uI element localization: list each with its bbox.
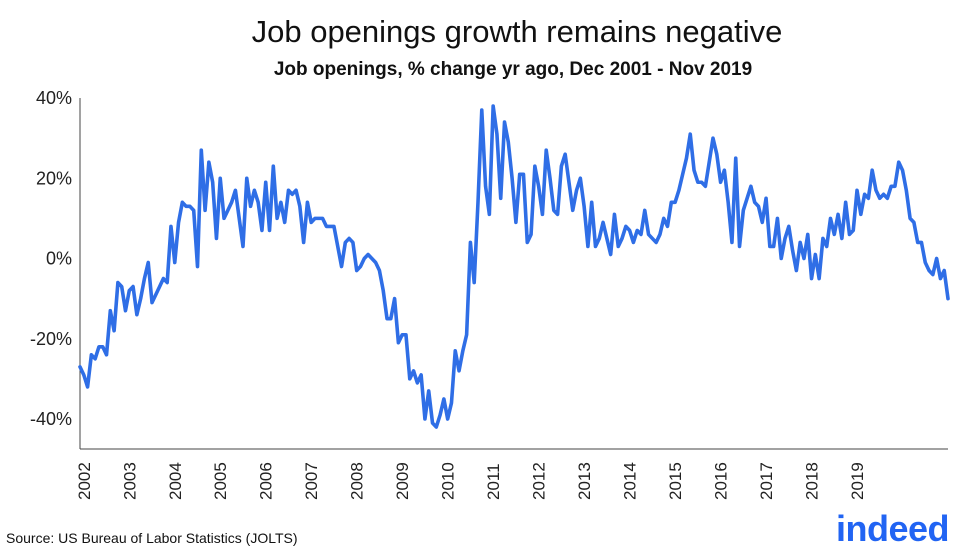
x-tick-label: 2016 bbox=[712, 462, 731, 500]
series-group bbox=[78, 104, 950, 429]
y-tick-label: 20% bbox=[36, 168, 72, 188]
x-tick-label: 2017 bbox=[757, 462, 776, 500]
y-tick-label: -20% bbox=[30, 329, 72, 349]
x-tick-label: 2011 bbox=[484, 463, 503, 500]
x-tick-label: 2012 bbox=[530, 462, 549, 500]
y-tick-label: 0% bbox=[46, 249, 72, 269]
x-tick-label: 2009 bbox=[393, 462, 412, 500]
x-tick-label: 2014 bbox=[621, 462, 640, 500]
x-tick-label: 2008 bbox=[348, 462, 367, 500]
chart-subtitle: Job openings, % change yr ago, Dec 2001 … bbox=[273, 59, 753, 80]
x-tick-label: 2010 bbox=[439, 462, 458, 500]
source-note: Source: US Bureau of Labor Statistics (J… bbox=[6, 530, 298, 546]
x-tick-label: 2019 bbox=[848, 462, 867, 500]
x-tick-label: 2004 bbox=[166, 462, 185, 500]
x-tick-labels: 2002 2003 2004 2005 2006 2007 2008 2009 2010 2011… bbox=[75, 462, 867, 500]
indeed-logo: indeed bbox=[836, 508, 950, 549]
x-tick-label: 2018 bbox=[803, 462, 822, 500]
y-tick-label: -40% bbox=[30, 409, 72, 429]
x-tick-label: 2015 bbox=[666, 462, 685, 500]
x-tick-label: 2005 bbox=[211, 462, 230, 500]
series-line bbox=[78, 104, 950, 429]
axes bbox=[79, 98, 948, 450]
y-tick-labels: 40% 20% 0% -20% -40% bbox=[30, 88, 72, 429]
x-tick-label: 2003 bbox=[120, 462, 139, 500]
x-tick-label: 2007 bbox=[302, 462, 321, 500]
x-tick-label: 2006 bbox=[257, 462, 276, 500]
y-tick-label: 40% bbox=[36, 88, 72, 108]
x-tick-label: 2013 bbox=[575, 462, 594, 500]
x-tick-label: 2002 bbox=[75, 462, 94, 500]
chart-title: Job openings growth remains negative bbox=[251, 14, 783, 49]
